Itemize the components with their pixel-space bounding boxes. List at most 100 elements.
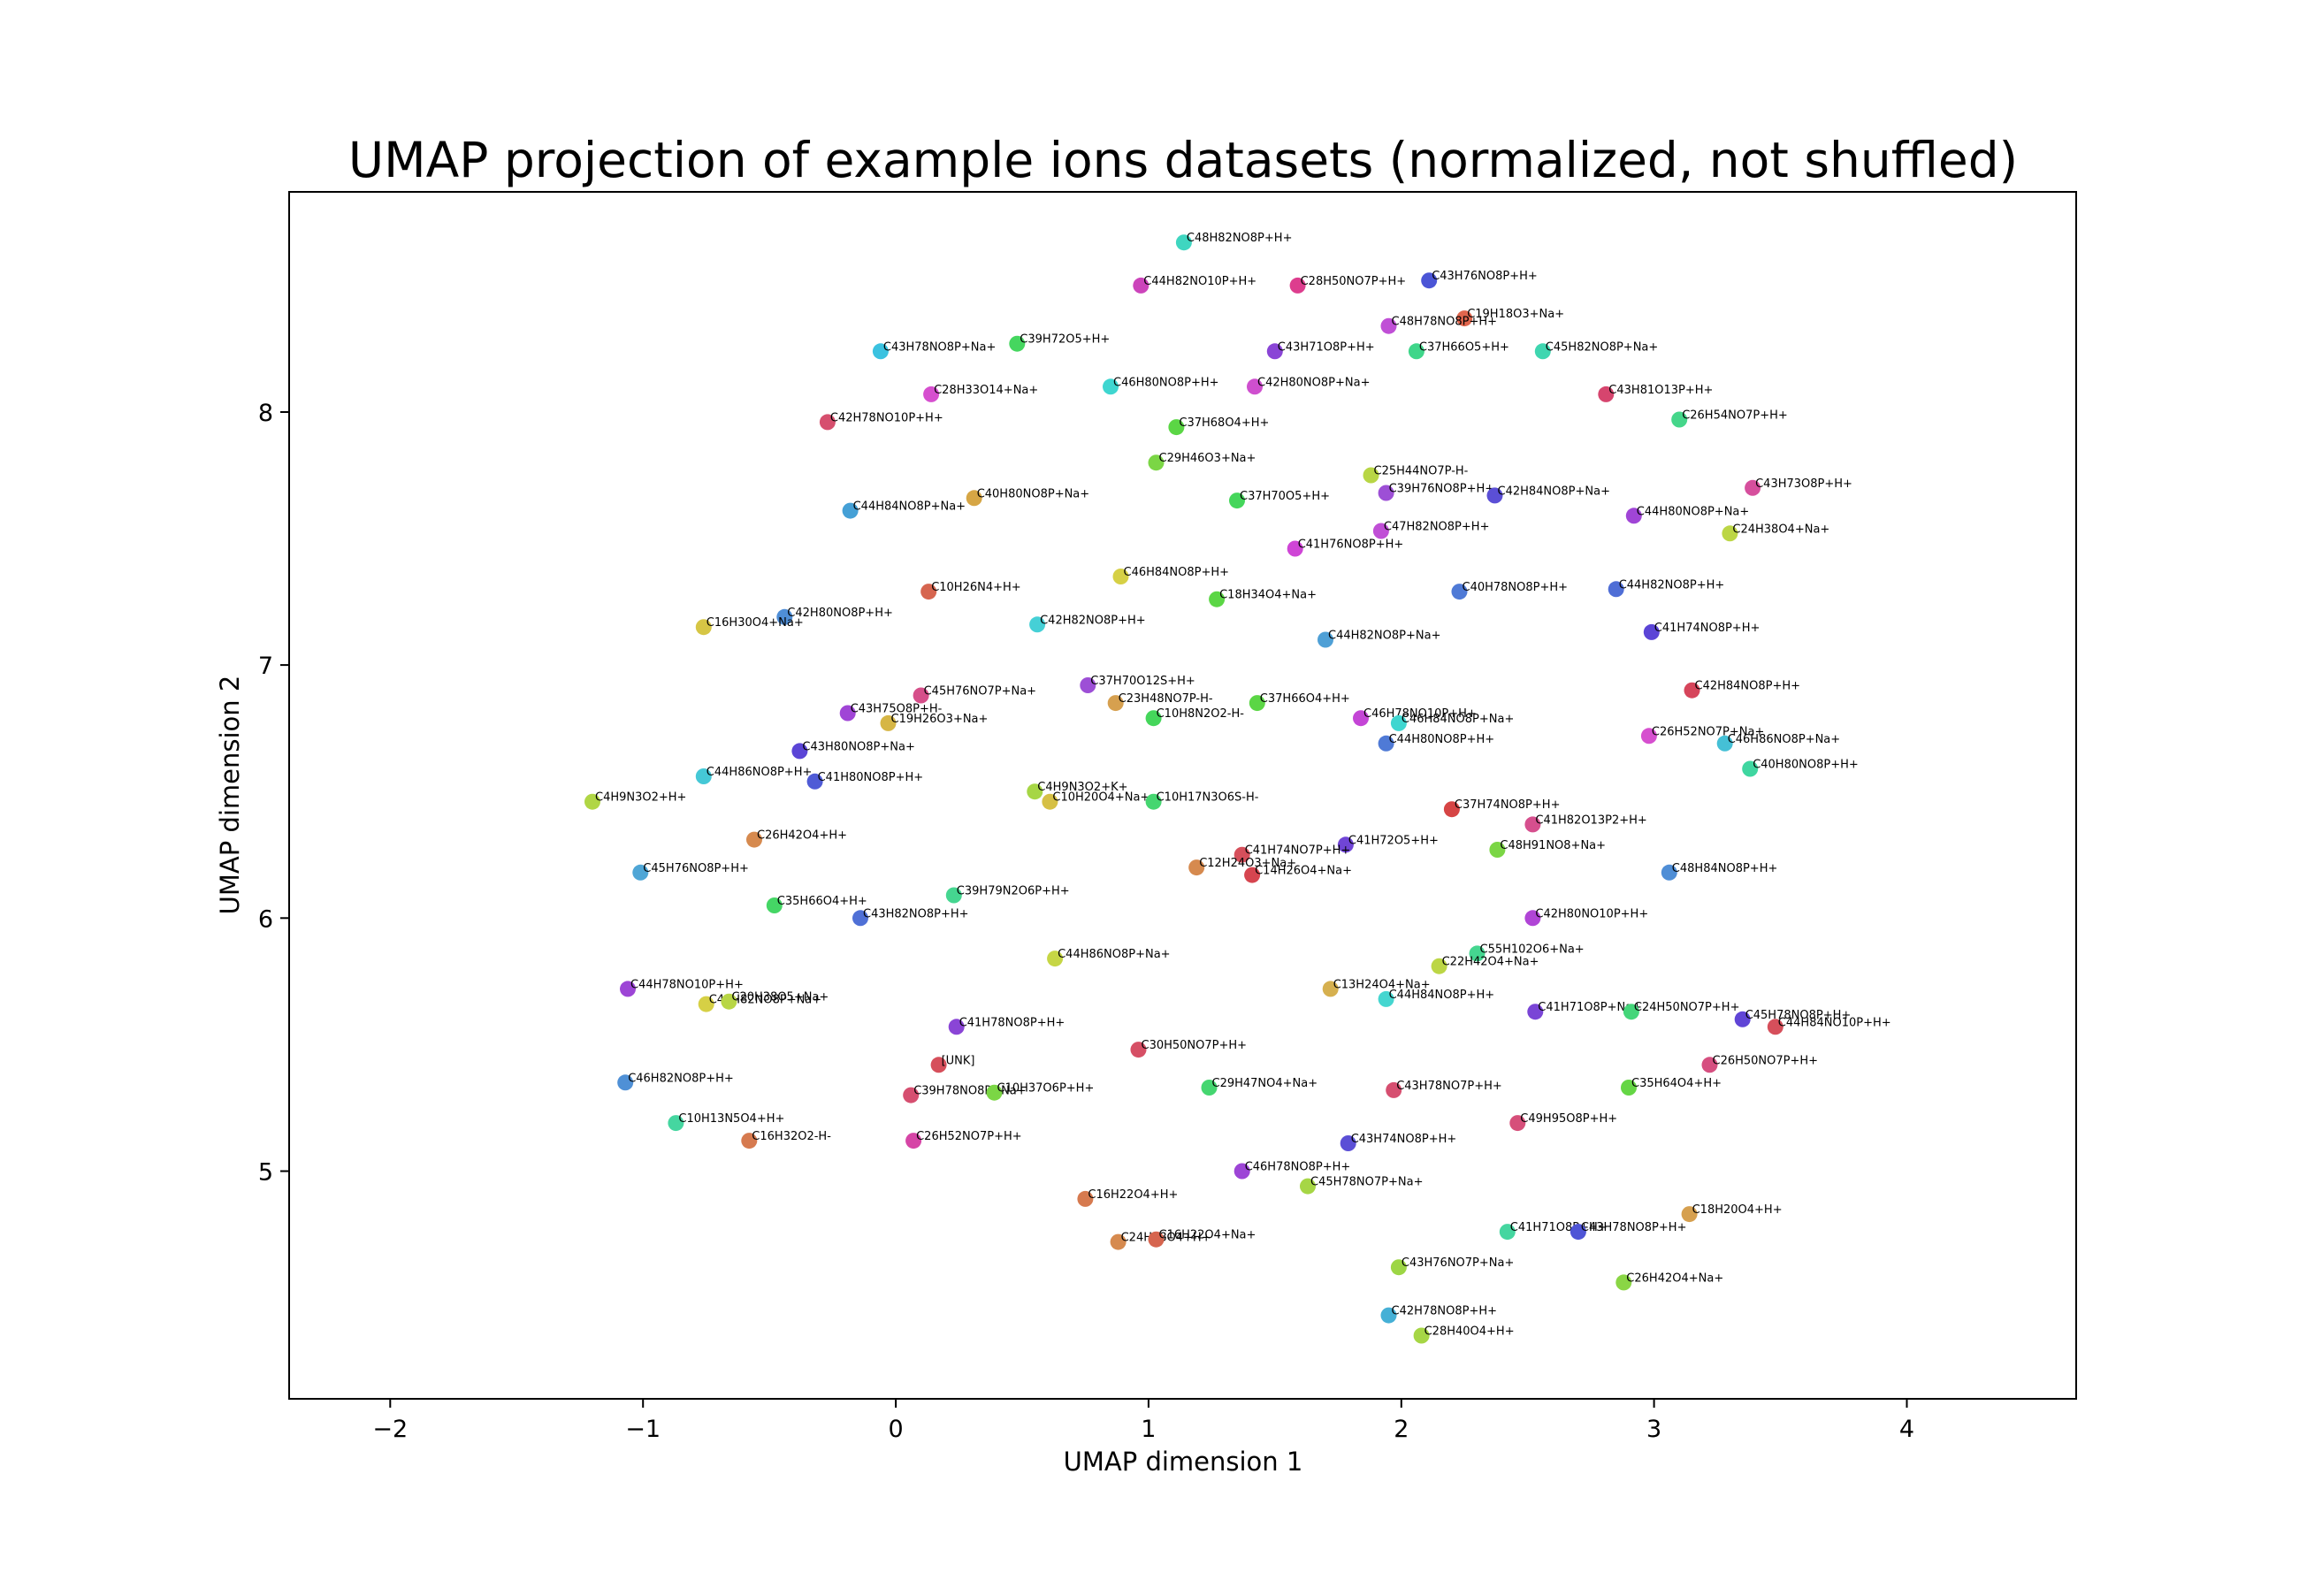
point-label: C39H76NO8P+H+ [1389,483,1495,496]
scatter-point [945,887,962,904]
point-label: C43H80NO8P+Na+ [802,740,914,753]
point-label: C41H82O13P2+H+ [1535,813,1646,827]
scatter-point [1767,1019,1783,1035]
scatter-point [1009,335,1026,352]
point-label: C44H84NO10P+H+ [1778,1016,1891,1029]
y-tick-label: 8 [258,400,273,427]
point-label: C4H9N3O2+K+ [1037,781,1127,794]
scatter-point [721,993,737,1010]
point-label: C28H40O4+H+ [1424,1325,1515,1339]
point-label: C45H78NO7P+Na+ [1310,1176,1423,1189]
scatter-point [930,1057,947,1073]
y-axis-label: UMAP dimension 2 [215,676,245,915]
scatter-point [1390,714,1407,731]
scatter-point [1421,272,1438,289]
scatter-point [1643,623,1660,640]
point-label: C44H84NO8P+Na+ [853,500,966,514]
point-label: C13H24O4+Na+ [1333,978,1431,991]
point-label: [UNK] [942,1054,975,1067]
point-label: C10H17N3O6S-H- [1157,791,1259,805]
scatter-point [584,793,600,810]
point-label: C16H30O4+Na+ [707,616,804,630]
scatter-point [1201,1080,1218,1096]
scatter-point [923,386,940,402]
scatter-point [1378,735,1394,752]
scatter-point [819,414,836,431]
scatter-point [905,1133,922,1149]
scatter-point [1509,1115,1526,1132]
scatter-point [1413,1327,1430,1344]
point-label: C41H76NO8P+H+ [1298,538,1404,552]
point-label: C45H78NO8P+H+ [1745,1009,1852,1022]
point-label: C20H38O5+Na+ [731,991,829,1004]
point-label: C26H42O4+Na+ [1626,1271,1723,1285]
scatter-point [695,619,712,636]
point-label: C41H71O8P+Na+ [1538,1001,1642,1014]
point-label: C48H84NO8P+H+ [1672,862,1778,875]
scatter-point [698,996,714,1012]
scatter-point [620,981,636,997]
scatter-point [839,705,856,722]
scatter-point [1671,411,1688,428]
point-label: C45H76NO7P+Na+ [924,685,1036,699]
x-tick-label: 4 [1899,1416,1914,1443]
point-label: C25H44NO7P-H- [1374,465,1469,478]
point-label: C39H79N2O6P+H+ [957,885,1070,898]
point-label: C44H80NO8P+Na+ [1637,505,1749,518]
x-tick-label: 2 [1394,1416,1409,1443]
scatter-point [842,502,859,519]
scatter-point [1527,1004,1544,1020]
scatter-point [1621,1080,1637,1096]
point-label: C46H80NO8P+H+ [1113,376,1219,389]
scatter-point [1107,695,1124,712]
point-label: C18H34O4+Na+ [1219,589,1317,602]
scatter-point [668,1115,684,1132]
point-label: C35H64O4+H+ [1631,1077,1722,1090]
point-label: C18H20O4+H+ [1692,1203,1783,1217]
scatter-point [1499,1224,1516,1241]
scatter-point [695,768,712,784]
point-label: C46H78NO10P+H+ [1363,707,1477,721]
scatter-point [806,773,823,790]
point-label: C43H78NO7P+H+ [1396,1080,1502,1093]
scatter-point [1570,1224,1586,1241]
point-label: C46H86NO8P+Na+ [1728,733,1840,746]
scatter-point [880,714,897,731]
point-label: C39H72O5+H+ [1020,333,1110,347]
point-label: C10H20O4+Na+ [1052,791,1150,805]
point-label: C42H80NO8P+Na+ [1257,376,1370,389]
point-label: C43H78NO8P+H+ [1581,1221,1687,1234]
y-axis-ticks: 5 6 7 8 [258,400,289,1187]
point-label: C24H38O4+Na+ [1732,523,1829,536]
y-tick-label: 7 [258,653,273,680]
x-tick-label: −2 [372,1416,408,1443]
point-label: C46H82NO8P+H+ [628,1072,734,1085]
scatter-point [1431,958,1447,974]
scatter-point [1249,695,1265,712]
point-label: C10H26N4+H+ [931,581,1021,594]
point-label: C24H50NO7P+H+ [1634,1001,1740,1014]
x-tick-label: −1 [625,1416,661,1443]
point-label: C41H74NO8P+H+ [1654,622,1761,635]
x-axis-label: UMAP dimension 1 [1064,1447,1303,1477]
scatter-point [1489,842,1506,858]
scatter-point [1148,1231,1165,1248]
scatter-point [1386,1081,1402,1098]
point-label: C42H80NO8P+H+ [787,607,893,620]
point-label: C16H32O2-H- [752,1130,831,1143]
point-label: C42H82NO8P+Na+ [709,994,821,1007]
point-label: C41H78NO8P+H+ [959,1016,1065,1029]
x-tick-label: 1 [1141,1416,1156,1443]
scatter-point [632,864,649,881]
x-tick-label: 3 [1646,1416,1661,1443]
point-label: C40H78NO8P+H+ [1463,581,1569,594]
scatter-point [1598,386,1615,402]
scatter-point [1524,910,1541,927]
scatter-point [986,1084,1003,1101]
scatter-point [872,343,889,360]
scatter-point [966,490,982,507]
scatter-point [1684,682,1700,699]
scatter-point [903,1087,920,1103]
scatter-point [1229,493,1245,509]
